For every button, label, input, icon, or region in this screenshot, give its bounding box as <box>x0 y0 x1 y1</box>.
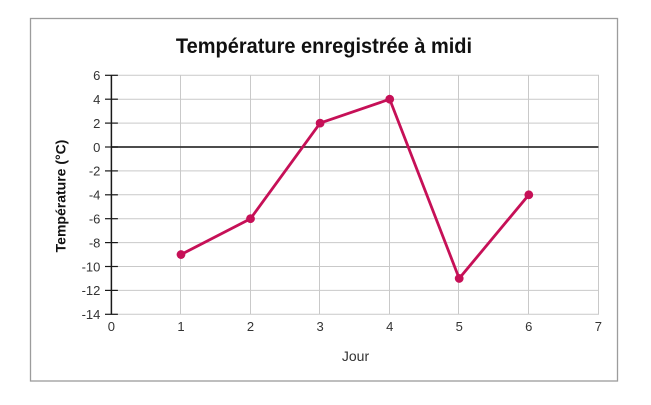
svg-text:0: 0 <box>108 319 115 334</box>
svg-text:0: 0 <box>93 140 100 155</box>
svg-text:6: 6 <box>93 68 100 83</box>
svg-text:-14: -14 <box>82 307 101 322</box>
svg-text:7: 7 <box>595 319 602 334</box>
svg-text:1: 1 <box>177 319 184 334</box>
svg-text:4: 4 <box>386 319 393 334</box>
svg-text:2: 2 <box>247 319 254 334</box>
svg-text:3: 3 <box>316 319 323 334</box>
svg-text:2: 2 <box>93 116 100 131</box>
svg-text:Jour: Jour <box>342 348 370 364</box>
svg-text:6: 6 <box>525 319 532 334</box>
svg-text:4: 4 <box>93 92 100 107</box>
svg-text:-6: -6 <box>89 212 101 227</box>
svg-text:-4: -4 <box>89 188 101 203</box>
svg-text:-10: -10 <box>82 259 101 274</box>
svg-text:5: 5 <box>456 319 463 334</box>
svg-text:Température (°C): Température (°C) <box>53 140 69 253</box>
svg-text:Température enregistrée à midi: Température enregistrée à midi <box>176 34 472 58</box>
svg-text:-12: -12 <box>82 283 101 298</box>
svg-text:-2: -2 <box>89 164 101 179</box>
svg-text:-8: -8 <box>89 235 101 250</box>
